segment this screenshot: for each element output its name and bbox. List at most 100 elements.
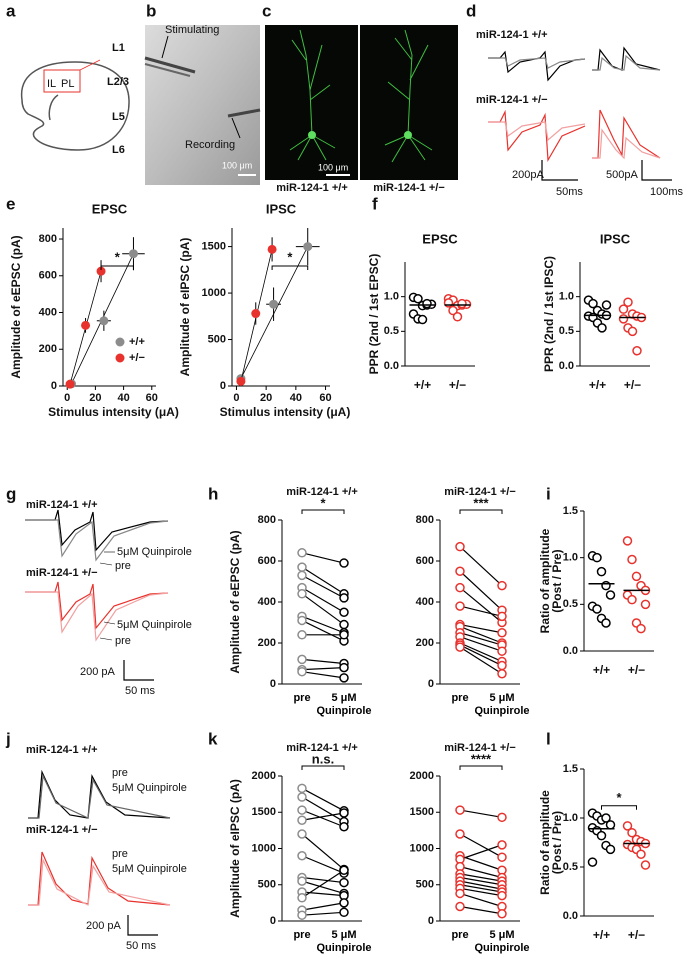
scale-bar-label: 500pA [606, 169, 638, 181]
data-point [96, 266, 106, 276]
trace-label: 5μM Quinpirole [112, 782, 187, 794]
significance-bracket [301, 765, 345, 770]
chart-title: miR-124-1 +/+ [286, 742, 358, 754]
y-tick-label: 800 [258, 514, 276, 526]
panel-label: c [262, 1, 271, 20]
data-point [618, 314, 629, 324]
category-text: 5 μM Quinpirole [474, 692, 530, 717]
data-point [267, 244, 277, 254]
data-point [297, 570, 307, 581]
y-tick-label: 0 [428, 915, 434, 927]
pair-line [301, 658, 345, 665]
pair-line [459, 546, 503, 587]
chart-title: EPSC [422, 231, 458, 246]
data-point [497, 646, 507, 656]
legend-swatch [115, 353, 125, 363]
pair-line [459, 873, 503, 882]
data-point [455, 901, 465, 912]
category-text: pre [293, 692, 311, 704]
scale-bar-label: 200 pA [86, 920, 122, 932]
data-point [618, 304, 629, 314]
y-axis-label: (Post / Pre) [550, 549, 564, 612]
data-point [297, 829, 307, 839]
data-point [601, 580, 611, 591]
y-tick-label: 800 [39, 233, 57, 245]
pair-line [301, 615, 345, 634]
y-axis-label: Amplitude of eEPSC (pA) [9, 235, 23, 378]
data-point [622, 821, 633, 831]
pair-line [301, 902, 345, 911]
electrode-label: Stimulating [165, 24, 219, 36]
x-tick-label: 20 [89, 392, 101, 404]
y-tick-label: 1500 [252, 806, 276, 818]
chart-title: EPSC [92, 201, 128, 216]
panel-label: g [6, 484, 16, 503]
trace-label: pre [112, 848, 128, 860]
data-point [297, 548, 307, 558]
data-point [339, 558, 349, 568]
y-tick-label: 0.5 [559, 325, 574, 337]
trace-panel: miR-124-1 +/+ miR-124-1 +/− 200pA 50ms 5… [476, 29, 684, 198]
pair-line [459, 632, 503, 646]
pair-line [301, 911, 345, 916]
genotype-label: miR-124-1 +/− [476, 94, 548, 106]
trace-label: pre [112, 767, 128, 779]
x-tick-label: +/− [449, 378, 466, 392]
data-point [592, 552, 602, 563]
y-axis-label: Ratio of amplitude [538, 528, 552, 633]
pair-line [301, 566, 345, 595]
electrode-label: Recording [185, 139, 235, 151]
data-point [128, 249, 138, 259]
panel-label: i [546, 484, 551, 503]
data-point [297, 615, 307, 626]
x-axis-label: Stimulus intensity (μA) [48, 405, 179, 419]
pair-line [459, 887, 503, 897]
y-tick-label: 1.0 [559, 291, 574, 303]
chart-title: IPSC [600, 231, 631, 246]
data-point [452, 312, 463, 322]
data-point [339, 877, 349, 888]
pair-line [301, 787, 345, 812]
data-point [297, 851, 307, 861]
layer-label: L6 [112, 144, 125, 156]
panel-label: a [6, 1, 16, 20]
data-point [622, 536, 633, 546]
data-point [339, 907, 349, 918]
y-tick-label: 0 [220, 380, 226, 392]
y-tick-label: 1000 [202, 287, 226, 299]
significance-bracket [301, 509, 345, 514]
pair-line [301, 574, 345, 599]
scale-bar-label: 200pA [512, 169, 544, 181]
significance-bracket [271, 265, 309, 270]
x-tick-label: 60 [146, 392, 158, 404]
data-point [251, 309, 261, 319]
y-tick-label: 1.0 [563, 552, 578, 564]
y-tick-label: 0.0 [563, 645, 578, 657]
brain-section: IL PL [20, 59, 130, 151]
x-tick-label: +/+ [593, 928, 610, 942]
panel-label: b [146, 1, 156, 20]
fit-line [240, 246, 309, 379]
pair-line [459, 844, 503, 860]
trace-label: pre [115, 635, 131, 647]
region-label: PL [61, 78, 74, 90]
pair-line [301, 855, 345, 874]
y-tick-label: 1.0 [563, 812, 578, 824]
layer-label: L5 [112, 111, 125, 123]
y-tick-label: 2000 [410, 770, 434, 782]
data-point [339, 593, 349, 603]
category-text: 5 μM Quinpirole [316, 692, 372, 717]
data-point [455, 541, 465, 552]
data-point [601, 300, 612, 310]
x-tick-label: +/− [628, 663, 645, 677]
y-axis-label: (Post / Pre) [550, 811, 564, 874]
scale-bar-label: 50 ms [126, 940, 156, 952]
panel-labels: a b c d e f g h i j k l [5, 1, 551, 748]
category-text: 5 μM Quinpirole [316, 929, 372, 954]
genotype-label: miR-124-1 +/− [26, 824, 98, 836]
data-point [339, 822, 349, 832]
data-point [297, 815, 307, 825]
pair-line [459, 605, 503, 617]
category-text: pre [451, 929, 469, 941]
y-tick-label: 800 [416, 514, 434, 526]
